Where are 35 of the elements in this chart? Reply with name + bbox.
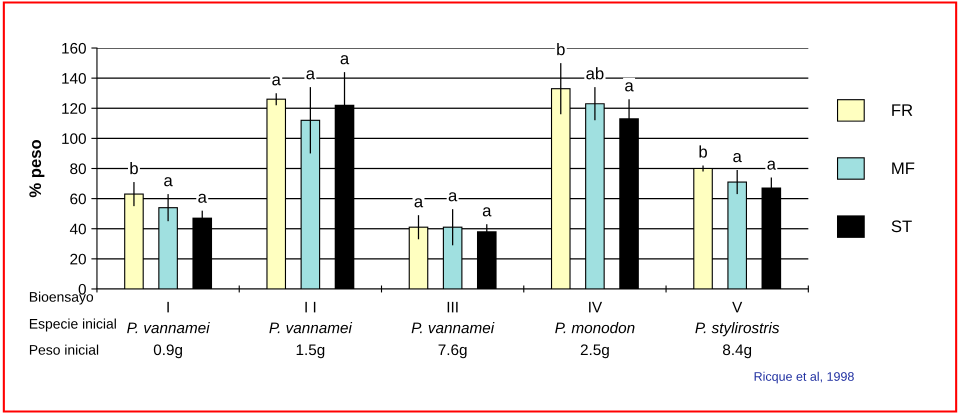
y-tick-label: 40 (70, 224, 86, 234)
y-tick-label: 80 (70, 163, 86, 174)
text: Ricque et al, 1998 (754, 372, 854, 384)
text: Especie inicial (30, 318, 116, 332)
data-label: a (414, 198, 424, 208)
data-label: a (733, 153, 742, 162)
data-label: a (272, 76, 281, 86)
data-label: a (306, 70, 315, 80)
legend-label: FR (892, 104, 912, 116)
data-label: ab (586, 67, 604, 80)
y-tick-label: 60 (70, 193, 86, 204)
data-label: b (557, 43, 565, 56)
x-tick-label: I I P. vannamei 1.5g (269, 302, 352, 358)
legend-label: ST (892, 220, 912, 232)
text: Peso inicial (30, 344, 98, 355)
data-label: a (482, 207, 492, 216)
data-label: b (130, 162, 138, 174)
x-tick-label: III P. vannamei 7.6g (412, 302, 494, 358)
y-tick-label: 120 (62, 103, 86, 114)
data-label: a (448, 192, 458, 202)
data-label: a (625, 82, 634, 92)
y-tick-label: 100 (62, 133, 86, 144)
y-tick-label: 160 (62, 42, 86, 54)
x-tick-label: IV P. monodon 2.5g (555, 302, 634, 358)
data-label: a (340, 55, 350, 64)
data-label: a (164, 177, 173, 186)
legend-label: MF (892, 162, 914, 174)
y-tick-label: 140 (62, 73, 86, 84)
data-label: a (198, 194, 207, 203)
data-label: a (767, 160, 776, 170)
data-label: b (699, 145, 707, 158)
x-tick-label: I P. vannamei 0.9g (127, 302, 210, 358)
y-axis-title: % peso (29, 140, 44, 198)
x-tick-label: V P. stylirostris 8.4g (695, 302, 780, 358)
y-tick-label: 20 (70, 254, 86, 265)
